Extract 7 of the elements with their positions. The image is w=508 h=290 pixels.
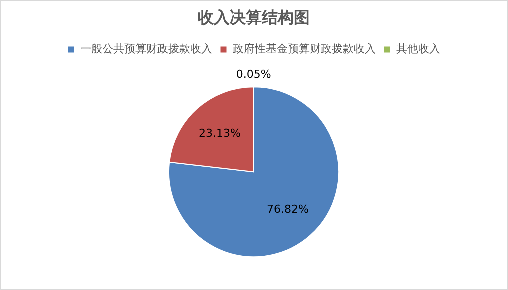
legend-label: 其他收入 [396, 42, 440, 56]
data-label: 23.13% [199, 126, 241, 140]
chart-title: 收入决算结构图 [198, 8, 310, 27]
legend-label: 一般公共预算财政拨款收入 [80, 42, 212, 56]
legend-label: 政府性基金预算财政拨款收入 [232, 42, 376, 56]
data-label: 0.05% [236, 68, 272, 81]
data-label: 76.82% [266, 203, 309, 216]
